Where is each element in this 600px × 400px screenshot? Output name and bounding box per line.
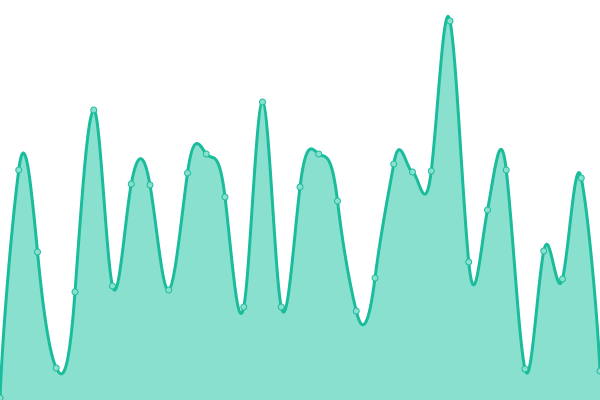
data-point-25 — [465, 258, 473, 266]
data-point-20 — [371, 274, 379, 282]
data-point-19 — [352, 307, 360, 315]
data-point-31 — [577, 174, 585, 182]
data-point-3 — [52, 364, 60, 372]
data-point-4 — [71, 288, 79, 296]
data-point-16 — [296, 183, 304, 191]
data-points — [0, 17, 600, 400]
data-point-17 — [315, 150, 323, 158]
data-point-27 — [502, 166, 510, 174]
data-point-0 — [0, 394, 4, 400]
data-point-6 — [109, 282, 116, 290]
data-point-26 — [484, 206, 491, 214]
data-point-13 — [240, 303, 248, 311]
data-point-23 — [427, 167, 435, 175]
data-point-12 — [221, 193, 229, 201]
data-point-30 — [559, 275, 566, 283]
data-point-5 — [90, 106, 98, 114]
data-point-9 — [165, 286, 173, 294]
data-point-2 — [34, 248, 41, 256]
data-point-1 — [15, 166, 23, 174]
data-point-28 — [521, 365, 529, 373]
area-fill — [0, 16, 600, 400]
data-point-7 — [127, 180, 135, 188]
data-point-14 — [259, 98, 266, 106]
data-point-8 — [146, 181, 154, 189]
data-point-11 — [202, 150, 210, 158]
data-point-32 — [596, 367, 600, 375]
data-point-22 — [409, 168, 416, 176]
data-point-18 — [334, 197, 341, 205]
data-point-15 — [277, 303, 285, 311]
data-point-24 — [446, 17, 454, 25]
data-point-21 — [390, 160, 398, 168]
data-point-29 — [540, 247, 548, 255]
data-point-10 — [184, 169, 191, 177]
